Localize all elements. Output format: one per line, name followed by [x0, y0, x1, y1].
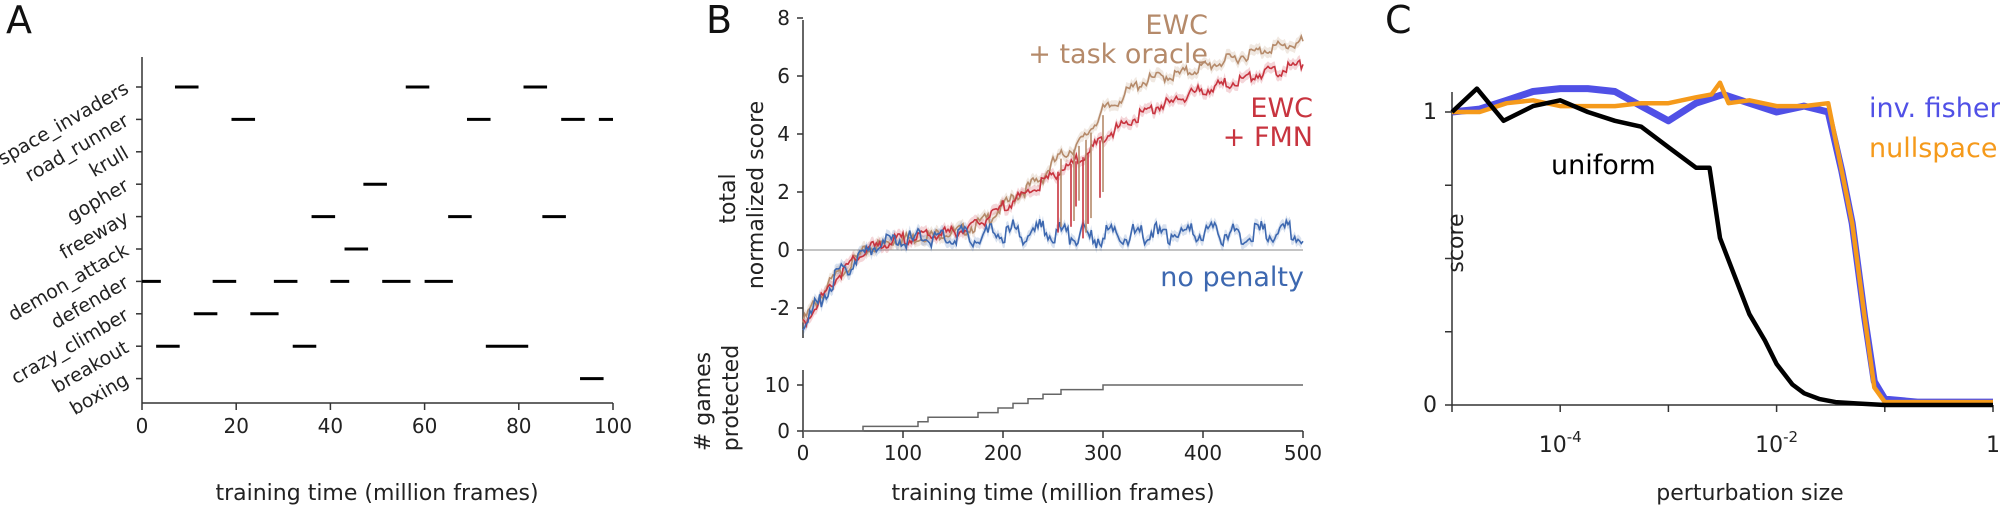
- panel-b-x-tick-label: 400: [1184, 441, 1222, 465]
- panel-b-y-label-line-1: total: [716, 173, 741, 223]
- label-ewc-fmn-line-1: EWC: [1250, 93, 1313, 124]
- panel-a: 0 20 40 60 80 100 space_invadersroad_runnerkr…: [0, 57, 632, 506]
- panel-a-ticks: 0 20 40 60 80 100: [136, 86, 632, 438]
- panel-b-y-ticks: -2 0 2 4 6 8: [770, 6, 803, 320]
- panel-b-x-tick-label: 100: [884, 441, 922, 465]
- panel-b-y-label: total normalized score: [716, 101, 769, 289]
- band-no-penalty: [803, 213, 1302, 336]
- panel-b-y-tick-label: 2: [777, 180, 790, 204]
- panel-c-x-tick-exponent: -4: [1567, 428, 1582, 446]
- panel-b-series: [802, 33, 1304, 331]
- panel-a-x-tick-label: 20: [223, 414, 248, 438]
- panel-b-y-tick-label: 8: [777, 6, 790, 30]
- label-ewc-fmn-line-2: + FMN: [1223, 122, 1313, 153]
- panel-a-x-tick-label: 100: [594, 414, 632, 438]
- label-ewc-oracle-line-2: + task oracle: [1028, 39, 1208, 70]
- panel-c-y-tick-label: 0: [1423, 393, 1437, 418]
- band-ewc-fmn: [803, 55, 1302, 331]
- panel-label-c: C: [1385, 0, 1412, 42]
- series-ewc-fmn: [802, 58, 1304, 329]
- panel-label-b: B: [706, 0, 732, 42]
- panel-c-y-label: score: [1444, 213, 1469, 272]
- panel-b-lower-y-tick-label: 10: [765, 373, 790, 397]
- panel-c-series: [1450, 80, 1993, 408]
- series-uniform: [1450, 86, 1993, 408]
- panel-b-y-tick-label: 6: [777, 64, 790, 88]
- panel-a-x-label: training time (million frames): [215, 481, 538, 506]
- panel-a-x-tick-label: 60: [412, 414, 437, 438]
- panel-c-x-tick-label: 10-4: [1539, 428, 1582, 458]
- panel-a-game-labels: space_invadersroad_runnerkrullgopherfree…: [0, 77, 133, 420]
- panel-a-x-tick-label: 0: [136, 414, 149, 438]
- series-nullspace: [1452, 80, 1993, 405]
- panel-c-x-label: perturbation size: [1656, 481, 1843, 506]
- panel-c-x-tick-exponent: -2: [1783, 428, 1798, 446]
- panel-a-x-tick-label: 40: [318, 414, 343, 438]
- panel-b-lower-y-label-line-2: protected: [719, 345, 744, 451]
- label-inv-fisher: inv. fisher: [1869, 93, 2000, 124]
- panel-b-y-tick-label: 4: [777, 122, 790, 146]
- panel-b: -2 0 2 4 6 8 total normalized score EWC + tas…: [716, 6, 1313, 338]
- label-nullspace: nullspace: [1869, 133, 1997, 164]
- panel-c-x-tick-label: 1: [1986, 433, 2000, 458]
- panel-b-lower: 0 100 200 300 400 500 0 10 # games protected tr…: [691, 345, 1322, 506]
- panel-c: 10-4 10-2 1 0 1 score perturbation size unif…: [1423, 80, 2000, 506]
- panel-b-x-tick-label: 300: [1084, 441, 1122, 465]
- series-ewc-task-oracle: [802, 33, 1304, 323]
- label-no-penalty: no penalty: [1160, 262, 1304, 293]
- panel-b-y-tick-label: 0: [777, 238, 790, 262]
- panel-c-x-tick-label: 10-2: [1755, 428, 1798, 458]
- panel-b-lower-ticks: 0 100 200 300 400 500 0 10: [765, 373, 1323, 465]
- panel-b-y-tick-label: -2: [770, 296, 790, 320]
- panel-label-a: A: [6, 0, 32, 42]
- games-protected-line: [803, 384, 1303, 432]
- panel-b-lower-y-label-line-1: # games: [691, 352, 716, 451]
- panel-b-x-label: training time (million frames): [891, 481, 1214, 506]
- panel-b-x-tick-label: 500: [1284, 441, 1322, 465]
- series-no-penalty: [802, 217, 1304, 331]
- panel-b-lower-y-label: # games protected: [691, 345, 744, 451]
- label-uniform: uniform: [1551, 150, 1656, 181]
- panel-a-x-tick-label: 80: [506, 414, 531, 438]
- panel-c-ticks: 10-4 10-2 1 0 1: [1423, 100, 2000, 458]
- label-ewc-oracle-line-1: EWC: [1145, 10, 1208, 41]
- panel-b-bands: [803, 30, 1302, 336]
- panel-b-x-tick-label: 0: [797, 441, 810, 465]
- panel-b-lower-y-tick-label: 0: [777, 419, 790, 443]
- panel-b-x-tick-label: 200: [984, 441, 1022, 465]
- panel-c-y-tick-label: 1: [1423, 100, 1437, 125]
- panel-b-y-label-line-2: normalized score: [744, 101, 769, 289]
- panel-a-segments: [142, 85, 613, 381]
